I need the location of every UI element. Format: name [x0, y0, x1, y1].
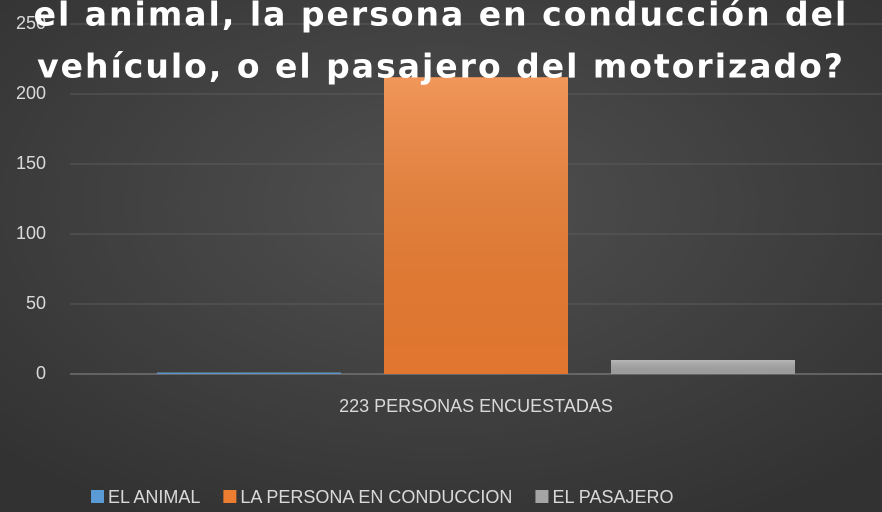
y-tick-label: 150 [16, 153, 46, 173]
bars [157, 77, 795, 374]
chart-title: vehículo, o el pasajero del motorizado? [37, 47, 845, 86]
y-tick-label: 200 [16, 83, 46, 103]
y-tick-label: 0 [36, 363, 46, 383]
bar-shine [611, 360, 795, 374]
legend-label: EL ANIMAL [108, 487, 200, 507]
legend-label: EL PASAJERO [552, 487, 673, 507]
labels: 0 50 100 150 200 250 223 PERSONAS ENCUESTADAS E… [16, 0, 849, 507]
chart-title: el animal, la persona en conducción del [34, 0, 849, 34]
y-tick-label: 250 [16, 13, 46, 33]
y-tick-label: 50 [26, 293, 46, 313]
legend-swatch [535, 490, 549, 503]
legend-swatch [91, 490, 104, 503]
y-tick-label: 100 [16, 223, 46, 243]
legend-swatch [223, 490, 237, 503]
bar-shine [157, 372, 341, 374]
bar-shine [384, 77, 568, 374]
x-tick-label: 223 PERSONAS ENCUESTADAS [339, 396, 613, 416]
legend-label: LA PERSONA EN CONDUCCION [240, 487, 512, 507]
